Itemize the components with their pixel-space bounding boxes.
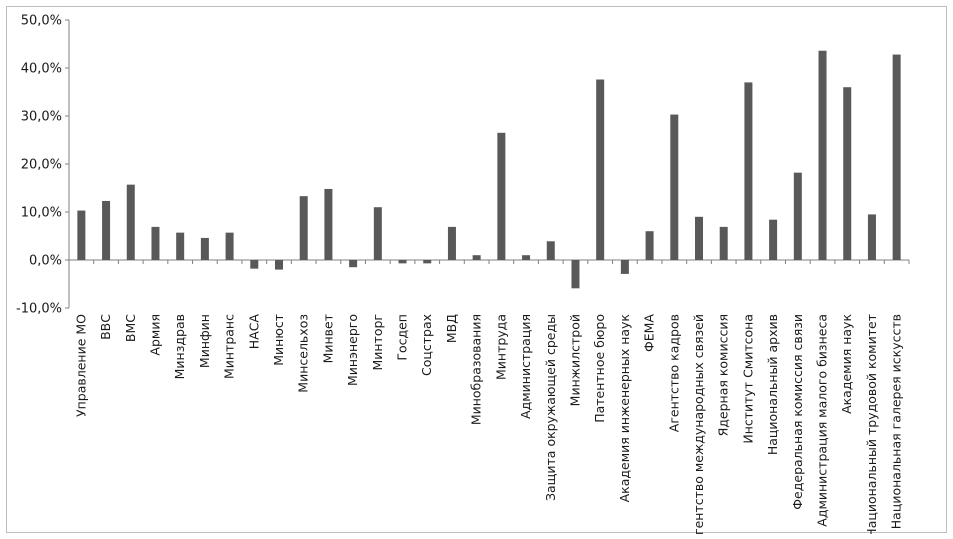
- bar: [472, 255, 481, 260]
- category-label: Госдеп: [395, 314, 410, 361]
- category-label: Минвет: [320, 314, 335, 363]
- category-label: НАСА: [246, 314, 261, 350]
- bar: [176, 232, 185, 260]
- category-label: ВМС: [123, 314, 138, 342]
- chart-frame: 50,0% 40,0% 30,0% 20,0% 10,0% 0,0% -10,0% Упра…: [6, 6, 947, 534]
- bar: [102, 200, 111, 260]
- category-label: Защита окружающей среды: [543, 314, 558, 501]
- bar: [867, 214, 876, 260]
- y-tick-label: 0,0%: [29, 254, 62, 269]
- category-label: Национальный трудовой комитет: [864, 314, 879, 534]
- bar: [250, 260, 259, 269]
- category-label: Академия инженерных наук: [617, 314, 632, 503]
- category-label: Минтранс: [222, 314, 237, 379]
- category-label: Минжилстрой: [567, 314, 582, 406]
- category-label: Минторг: [370, 314, 385, 371]
- bar: [892, 54, 901, 261]
- bar: [398, 260, 407, 264]
- y-tick-labels: 50,0% 40,0% 30,0% 20,0% 10,0% 0,0% -10,0%: [16, 14, 69, 317]
- bar: [645, 231, 654, 260]
- category-label: Минздрав: [172, 314, 187, 379]
- bar: [299, 196, 308, 260]
- category-label: Минэнерго: [345, 314, 360, 386]
- bar: [349, 260, 358, 268]
- category-label: Институт Смитсона: [740, 314, 755, 444]
- category-label: Минобразования: [469, 314, 484, 425]
- bar: [447, 226, 456, 260]
- category-label: Минфин: [197, 314, 212, 368]
- axis-layer: [68, 20, 910, 308]
- bar: [571, 260, 580, 289]
- category-label: Армия: [147, 314, 162, 356]
- bar: [769, 219, 778, 260]
- bar: [77, 210, 86, 260]
- category-label: Агентство кадров: [666, 314, 681, 432]
- bar: [423, 260, 432, 264]
- y-tick-label: 30,0%: [21, 110, 62, 125]
- category-labels: Управление МО ВВС ВМС Армия Минздрав Минфин Ми…: [73, 314, 903, 534]
- bars: [77, 50, 901, 289]
- bar: [744, 82, 753, 261]
- bar: [275, 260, 283, 270]
- bar: [151, 226, 160, 260]
- bar: [522, 255, 531, 260]
- y-tick-label: 20,0%: [21, 158, 62, 173]
- bar: [373, 207, 382, 260]
- category-label: Минсельхоз: [296, 314, 311, 393]
- bar: [843, 87, 852, 260]
- category-label: ФЕМА: [642, 314, 657, 352]
- bar: [126, 184, 135, 260]
- category-label: Минтруда: [493, 314, 508, 380]
- y-tick-label: 40,0%: [21, 62, 62, 77]
- category-label: МВД: [444, 314, 459, 343]
- bar: [324, 188, 333, 260]
- bar: [225, 232, 234, 260]
- bar: [200, 237, 209, 260]
- category-label: Администрация малого бизнеса: [815, 314, 830, 527]
- bar: [695, 216, 703, 260]
- bar: [818, 50, 827, 260]
- bar-chart: 50,0% 40,0% 30,0% 20,0% 10,0% 0,0% -10,0% Упра…: [16, 14, 910, 534]
- category-label: Соцстрах: [419, 314, 434, 376]
- bar: [620, 260, 629, 274]
- category-label: Ядерная комиссия: [716, 314, 731, 436]
- category-label: Минюст: [271, 314, 286, 366]
- category-label: Академия наук: [839, 314, 854, 414]
- category-label: Агентство международных связей: [691, 314, 706, 534]
- y-tick-label: 10,0%: [21, 206, 62, 221]
- category-label: Национальная галерея искусств: [889, 314, 904, 529]
- y-tick-label: 50,0%: [21, 14, 62, 29]
- bar: [546, 241, 555, 260]
- bar: [670, 114, 679, 260]
- category-label: ВВС: [98, 314, 113, 340]
- category-label: Федеральная комиссия связи: [790, 314, 805, 510]
- y-tick-label: -10,0%: [16, 302, 62, 317]
- category-label: Национальный архив: [765, 314, 780, 455]
- category-label: Патентное бюро: [592, 314, 607, 423]
- bar: [596, 79, 605, 261]
- category-label: Администрация: [518, 314, 533, 419]
- bar: [497, 132, 506, 260]
- bar: [719, 226, 728, 260]
- bar: [793, 172, 802, 260]
- category-label: Управление МО: [73, 314, 88, 417]
